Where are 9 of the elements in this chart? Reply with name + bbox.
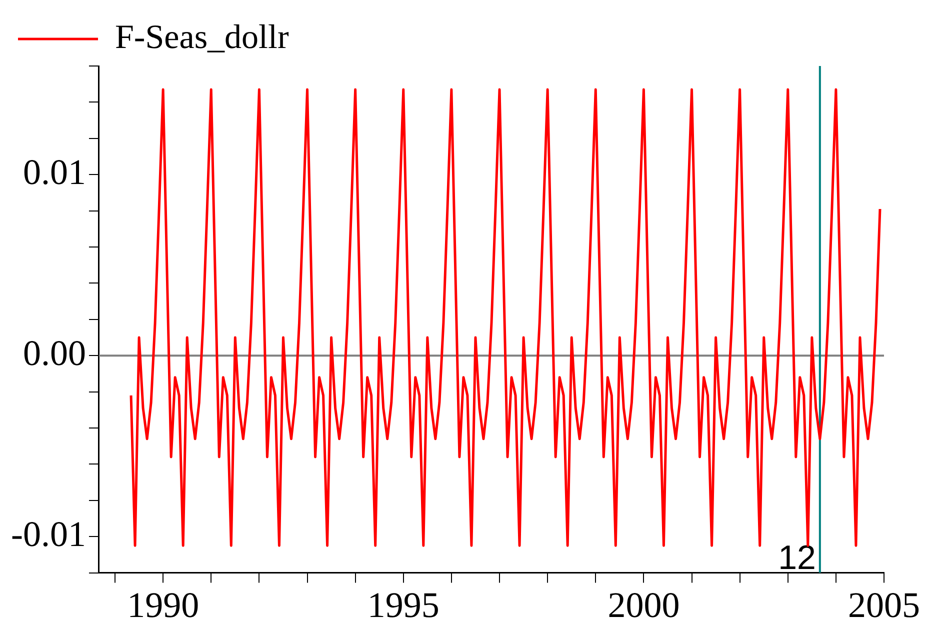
- y-tick-label: 0.01: [22, 152, 86, 192]
- x-tick-label: 1995: [367, 584, 440, 625]
- legend-label: F-Seas_dollr: [115, 18, 290, 56]
- x-tick-label: 2005: [848, 584, 920, 625]
- y-tick-label: 0.00: [22, 333, 86, 374]
- x-tick-label: 2000: [608, 584, 680, 625]
- y-tick-label: -0.01: [10, 514, 86, 554]
- x-tick-label: 1990: [127, 584, 200, 625]
- ref-line-label: 12: [778, 539, 816, 578]
